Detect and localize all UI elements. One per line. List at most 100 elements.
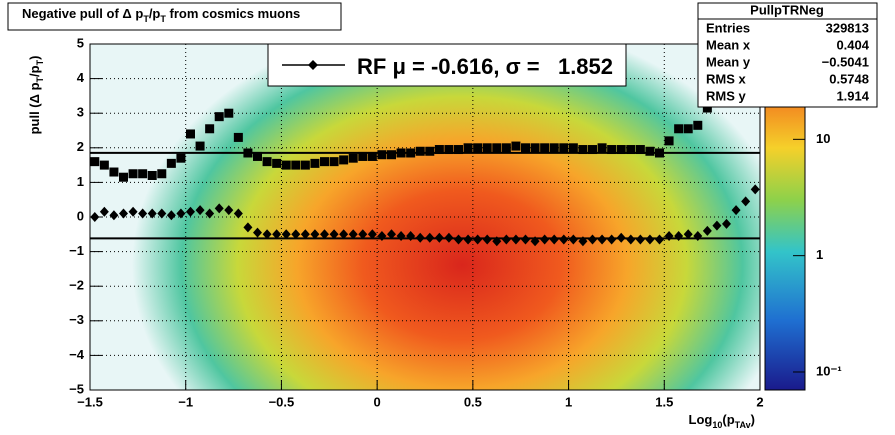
diamond-marker (147, 208, 157, 219)
y-tick-label: −2 (69, 278, 84, 293)
square-marker (157, 169, 167, 179)
diamond-marker (501, 234, 511, 245)
diamond-marker (549, 234, 559, 245)
square-marker (674, 124, 684, 134)
diamond-marker (138, 208, 148, 219)
diamond-marker (444, 232, 454, 243)
square-marker (224, 108, 234, 118)
diamond-marker (262, 229, 272, 240)
diamond-marker (99, 206, 109, 217)
square-marker (166, 158, 176, 168)
square-marker (530, 143, 540, 153)
y-tick-label: −1 (69, 243, 84, 258)
diamond-marker (396, 231, 406, 242)
diamond-marker (635, 234, 645, 245)
stats-value: −0.5041 (822, 54, 869, 69)
square-marker (205, 124, 215, 134)
square-marker (128, 169, 138, 179)
heatmap (90, 44, 760, 390)
stats-label: Entries (706, 20, 750, 35)
diamond-marker (434, 232, 444, 243)
stats-value: 1.914 (836, 88, 869, 103)
square-marker (635, 145, 645, 155)
z-tick-label: 1 (816, 247, 823, 262)
diamond-marker (540, 234, 550, 245)
diamond-marker (722, 218, 731, 229)
x-tick-label: 1 (565, 394, 572, 409)
stats-value: 0.404 (836, 37, 869, 52)
ylabel_parts-part: ) (27, 56, 42, 60)
square-marker (291, 160, 301, 170)
x-tick-label: 0.5 (464, 394, 482, 409)
diamond-marker (568, 234, 578, 245)
diamond-marker (119, 208, 128, 219)
diamond-marker (233, 208, 243, 219)
square-marker (233, 132, 243, 142)
diamond-marker (664, 231, 674, 242)
diamond-marker (406, 231, 416, 242)
xlabel_parts-part: ) (751, 412, 755, 427)
diamond-marker (128, 206, 138, 217)
diamond-marker (750, 184, 760, 195)
diamond-marker (253, 227, 262, 238)
diamond-marker (90, 212, 100, 222)
stats-value: 329813 (826, 20, 869, 35)
ylabel_parts-part: pull (Δ p (27, 82, 42, 134)
square-marker (147, 170, 157, 180)
square-marker (693, 120, 703, 130)
stats-label: Mean x (706, 37, 751, 52)
legend-value: -0.616 (431, 54, 493, 79)
square-marker (645, 146, 655, 156)
square-marker (434, 145, 444, 155)
stats-value: 0.5748 (829, 71, 869, 86)
square-marker (119, 172, 128, 182)
diamond-marker (320, 229, 329, 240)
diamond-marker (186, 206, 195, 217)
diamond-marker (482, 234, 492, 245)
legend-marker (308, 60, 318, 70)
title-box (7, 2, 342, 31)
y-tick-label: 0 (77, 208, 84, 223)
xlabel_parts: Log10(pTAv) (689, 412, 755, 430)
y-tick-label: −5 (69, 381, 84, 396)
square-marker (454, 145, 463, 155)
diamond-marker (731, 205, 741, 216)
x-tick-label: −1 (178, 394, 193, 409)
xlabel_parts-part: 10 (712, 420, 722, 430)
square-marker (406, 148, 416, 158)
legend-part: , σ = (493, 54, 558, 79)
square-marker (272, 158, 282, 168)
diamond-marker (109, 210, 119, 221)
square-marker (396, 148, 406, 158)
diamond-marker (645, 234, 655, 245)
diamond-marker (195, 205, 205, 216)
diamond-marker (521, 234, 530, 245)
y-tick-label: −4 (69, 347, 85, 362)
stats-label: RMS y (706, 88, 747, 103)
ylabel_parts: pull (Δ pT/pT) (27, 56, 45, 135)
square-marker (626, 145, 636, 155)
z-tick-label: 10⁻¹ (816, 363, 842, 378)
y-tick-label: 4 (77, 70, 85, 85)
stats-label: RMS x (706, 71, 747, 86)
diamond-marker (559, 234, 569, 245)
title_parts-part: Negative pull of Δ p (22, 6, 143, 21)
square-marker (310, 158, 320, 168)
diamond-marker (626, 234, 636, 245)
square-marker (540, 143, 550, 153)
square-marker (253, 151, 262, 161)
diamond-marker (157, 208, 167, 219)
title_parts-part: /p (149, 6, 161, 21)
square-marker (195, 141, 205, 151)
diamond-marker (511, 234, 521, 245)
diamond-marker (674, 231, 684, 242)
diamond-marker (243, 222, 253, 233)
square-marker (664, 136, 674, 146)
diamond-marker (473, 234, 483, 245)
square-marker (329, 157, 339, 167)
square-marker (482, 143, 492, 153)
diamond-marker (693, 231, 703, 242)
x-tick-label: 2 (756, 394, 763, 409)
title_parts-part: T (143, 14, 149, 24)
